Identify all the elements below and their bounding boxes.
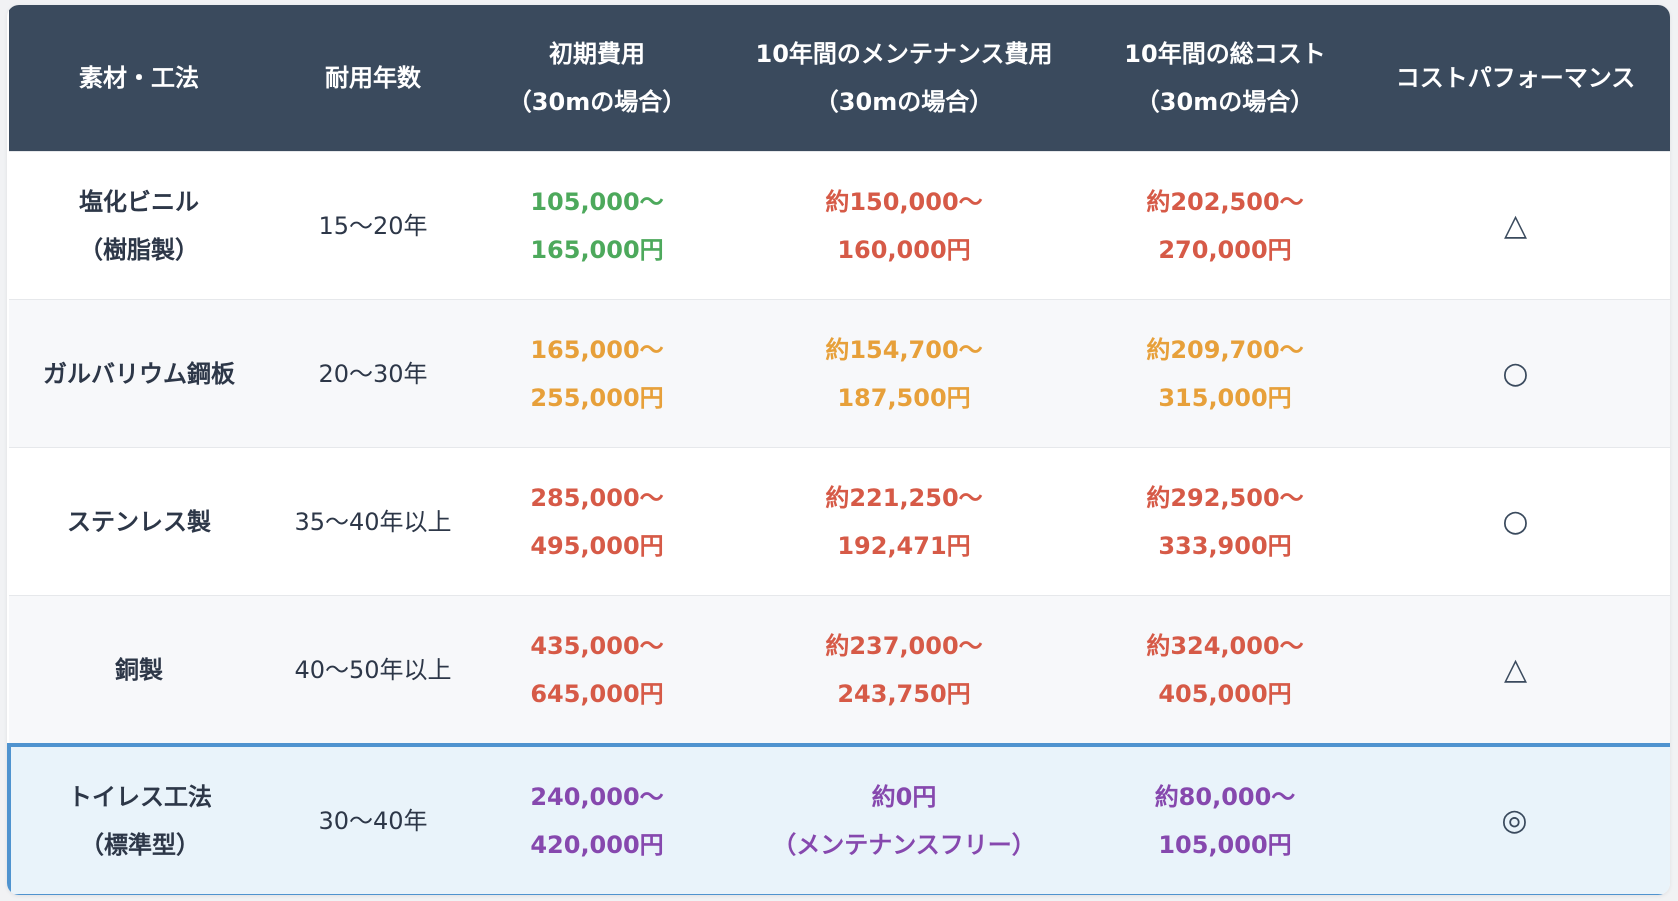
table-row: トイレス工法 （標準型） 30〜40年 240,000〜 420,000円 約0円 （メンテ…	[7, 743, 1670, 895]
initial-cost-cell-line: 435,000〜	[530, 631, 664, 660]
initial-cost-cell: 285,000〜 495,000円	[477, 447, 717, 596]
maintenance-cost-cell: 約150,000〜 160,000円	[717, 151, 1091, 300]
initial-cost-cell-line: 165,000円	[530, 235, 664, 264]
material-cell: トイレス工法 （標準型）	[7, 743, 269, 895]
material-cell-line: （標準型）	[80, 830, 200, 859]
header-lifespan: 耐用年数	[269, 5, 477, 152]
total-cost-cell: 約324,000〜 405,000円	[1091, 595, 1359, 745]
initial-cost-cell-line: 240,000〜	[530, 782, 664, 811]
initial-cost-cell-line: 645,000円	[530, 679, 664, 708]
header-text: （30mの場合）	[1135, 88, 1315, 116]
lifespan-cell: 30〜40年	[269, 743, 477, 895]
maintenance-cost-cell: 約154,700〜 187,500円	[717, 299, 1091, 448]
header-material: 素材・工法	[9, 5, 269, 152]
total-cost-cell-line: 約324,000〜	[1146, 631, 1304, 660]
total-cost-cell-line: 315,000円	[1158, 383, 1292, 412]
lifespan-cell: 40〜50年以上	[269, 595, 477, 745]
header-text: （30mの場合）	[507, 88, 687, 116]
material-cell: ガルバリウム鋼板	[9, 299, 269, 448]
cost-performance-symbol: ○	[1359, 447, 1670, 596]
header-text: 耐用年数	[325, 64, 421, 92]
initial-cost-cell-line: 495,000円	[530, 531, 664, 560]
total-cost-cell-line: 405,000円	[1158, 679, 1292, 708]
lifespan-cell: 35〜40年以上	[269, 447, 477, 596]
total-cost-cell: 約209,700〜 315,000円	[1091, 299, 1359, 448]
total-cost-cell-line: 333,900円	[1158, 531, 1292, 560]
header-text: 10年間のメンテナンス費用	[755, 40, 1053, 68]
header-text: （30mの場合）	[814, 88, 994, 116]
material-cell-line: 塩化ビニル	[79, 187, 199, 216]
material-cell-line: 銅製	[115, 655, 163, 684]
maintenance-cost-cell: 約237,000〜 243,750円	[717, 595, 1091, 745]
cost-performance-symbol: ○	[1359, 299, 1670, 448]
maintenance-cost-cell: 約221,250〜 192,471円	[717, 447, 1091, 596]
initial-cost-cell: 240,000〜 420,000円	[477, 743, 717, 895]
maintenance-cost-cell-line: 243,750円	[837, 679, 971, 708]
total-cost-cell: 約292,500〜 333,900円	[1091, 447, 1359, 596]
cost-comparison-table: 素材・工法 耐用年数 初期費用 （30mの場合） 10年間のメンテナンス費用 （30mの場…	[7, 5, 1670, 895]
header-total-cost: 10年間の総コスト （30mの場合）	[1091, 5, 1359, 152]
initial-cost-cell-line: 285,000〜	[530, 483, 664, 512]
total-cost-cell: 約202,500〜 270,000円	[1091, 151, 1359, 300]
total-cost-cell-line: 105,000円	[1158, 830, 1292, 859]
total-cost-cell: 約80,000〜 105,000円	[1091, 743, 1359, 895]
material-cell-line: ガルバリウム鋼板	[43, 359, 235, 388]
total-cost-cell-line: 約80,000〜	[1154, 782, 1296, 811]
total-cost-cell-line: 約292,500〜	[1146, 483, 1304, 512]
material-cell-line: トイレス工法	[68, 782, 212, 811]
initial-cost-cell-line: 165,000〜	[530, 335, 664, 364]
header-text: 素材・工法	[79, 64, 199, 92]
cost-performance-symbol: ◎	[1359, 743, 1670, 895]
initial-cost-cell: 105,000〜 165,000円	[477, 151, 717, 300]
maintenance-cost-cell-line: 約221,250〜	[825, 483, 983, 512]
header-text: 10年間の総コスト	[1124, 40, 1326, 68]
maintenance-cost-cell-line: 約154,700〜	[825, 335, 983, 364]
total-cost-cell-line: 約202,500〜	[1146, 187, 1304, 216]
maintenance-cost-cell-line: （メンテナンスフリー）	[772, 830, 1036, 859]
header-maintenance-cost: 10年間のメンテナンス費用 （30mの場合）	[717, 5, 1091, 152]
header-row: 素材・工法 耐用年数 初期費用 （30mの場合） 10年間のメンテナンス費用 （30mの場…	[9, 5, 1670, 152]
material-cell-line: ステンレス製	[67, 507, 211, 536]
initial-cost-cell-line: 105,000〜	[530, 187, 664, 216]
maintenance-cost-cell-line: 約237,000〜	[825, 631, 983, 660]
initial-cost-cell-line: 420,000円	[530, 830, 664, 859]
maintenance-cost-cell-line: 約150,000〜	[825, 187, 983, 216]
table-row: 塩化ビニル （樹脂製） 15〜20年 105,000〜 165,000円 約150,000…	[9, 151, 1670, 300]
table-row: 銅製 40〜50年以上 435,000〜 645,000円 約237,000〜 243,7…	[9, 595, 1670, 745]
total-cost-cell-line: 270,000円	[1158, 235, 1292, 264]
header-initial-cost: 初期費用 （30mの場合）	[477, 5, 717, 152]
material-cell: 銅製	[9, 595, 269, 745]
maintenance-cost-cell-line: 160,000円	[837, 235, 971, 264]
maintenance-cost-cell-line: 187,500円	[837, 383, 971, 412]
total-cost-cell-line: 約209,700〜	[1146, 335, 1304, 364]
table-row: ガルバリウム鋼板 20〜30年 165,000〜 255,000円 約154,700〜 1…	[9, 299, 1670, 448]
cost-comparison-table-container: 素材・工法 耐用年数 初期費用 （30mの場合） 10年間のメンテナンス費用 （30mの場…	[7, 5, 1670, 895]
material-cell: 塩化ビニル （樹脂製）	[9, 151, 269, 300]
maintenance-cost-cell: 約0円 （メンテナンスフリー）	[717, 743, 1091, 895]
initial-cost-cell: 165,000〜 255,000円	[477, 299, 717, 448]
header-text: コストパフォーマンス	[1395, 64, 1636, 92]
lifespan-cell: 20〜30年	[269, 299, 477, 448]
material-cell-line: （樹脂製）	[79, 235, 199, 264]
initial-cost-cell: 435,000〜 645,000円	[477, 595, 717, 745]
header-cost-performance: コストパフォーマンス	[1359, 5, 1670, 152]
header-text: 初期費用	[549, 40, 645, 68]
cost-performance-symbol: △	[1359, 151, 1670, 300]
lifespan-cell: 15〜20年	[269, 151, 477, 300]
cost-performance-symbol: △	[1359, 595, 1670, 745]
maintenance-cost-cell-line: 約0円	[871, 782, 937, 811]
initial-cost-cell-line: 255,000円	[530, 383, 664, 412]
maintenance-cost-cell-line: 192,471円	[837, 531, 971, 560]
material-cell: ステンレス製	[9, 447, 269, 596]
table-row: ステンレス製 35〜40年以上 285,000〜 495,000円 約221,250〜 1…	[9, 447, 1670, 596]
